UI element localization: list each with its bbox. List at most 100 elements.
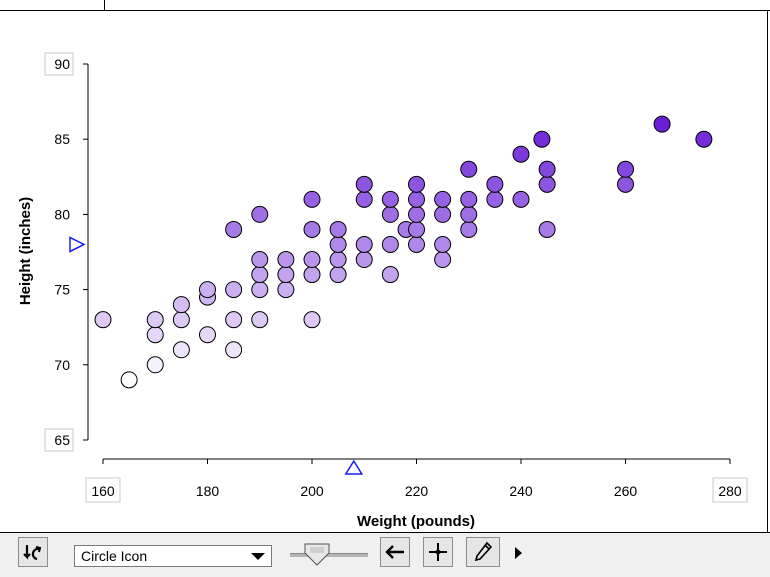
rescale-button[interactable] xyxy=(18,537,48,567)
data-point[interactable] xyxy=(172,341,190,359)
data-point[interactable] xyxy=(146,356,164,374)
data-point[interactable] xyxy=(408,175,425,193)
scatter-plot: 65 70 75 80 85 90 160 180 200 220 240 260 280 Weigh… xyxy=(17,52,748,530)
data-point[interactable] xyxy=(434,251,452,269)
pencil-icon xyxy=(474,541,493,562)
data-point[interactable] xyxy=(538,175,556,193)
data-point[interactable] xyxy=(695,130,713,148)
data-point[interactable] xyxy=(329,220,347,238)
x-axis-label: Weight (pounds) xyxy=(357,513,475,530)
data-point[interactable] xyxy=(653,115,671,133)
data-point[interactable] xyxy=(251,266,269,284)
back-button[interactable] xyxy=(380,537,410,567)
bottom-toolbar: Circle Icon xyxy=(0,533,770,577)
data-point[interactable] xyxy=(120,371,138,389)
rescale-arrows-icon xyxy=(23,545,42,561)
x-axis-ticks: 160 180 200 220 240 260 280 xyxy=(85,459,748,503)
y-tick-label[interactable]: 65 xyxy=(54,432,70,448)
data-point[interactable] xyxy=(225,341,243,359)
data-point[interactable] xyxy=(434,235,452,253)
x-slider-triangle[interactable] xyxy=(344,459,364,475)
data-point[interactable] xyxy=(94,311,112,329)
data-point[interactable] xyxy=(381,205,399,223)
data-point[interactable] xyxy=(251,251,269,269)
data-point[interactable] xyxy=(146,311,164,329)
data-point[interactable] xyxy=(355,175,373,193)
data-point[interactable] xyxy=(408,235,425,253)
right-border xyxy=(767,10,768,533)
y-range-box xyxy=(44,52,74,76)
data-point[interactable] xyxy=(277,266,295,284)
crosshair-icon xyxy=(429,543,447,561)
data-point[interactable] xyxy=(486,175,504,193)
data-point[interactable] xyxy=(329,251,347,269)
data-point[interactable] xyxy=(617,160,634,178)
data-point[interactable] xyxy=(617,175,634,193)
data-point[interactable] xyxy=(434,205,452,223)
x-range-box xyxy=(85,477,121,503)
x-tick-label: 220 xyxy=(405,483,429,499)
data-point[interactable] xyxy=(225,281,243,299)
data-point[interactable] xyxy=(303,251,321,269)
y-axis-ticks: 65 70 75 80 85 90 xyxy=(44,52,88,452)
data-point[interactable] xyxy=(533,130,551,148)
data-point[interactable] xyxy=(486,190,504,208)
data-point[interactable] xyxy=(381,266,399,284)
data-point[interactable] xyxy=(277,251,295,269)
data-point[interactable] xyxy=(172,296,190,314)
data-point[interactable] xyxy=(251,281,269,299)
data-point[interactable] xyxy=(251,205,269,223)
top-border xyxy=(0,10,770,11)
data-point[interactable] xyxy=(355,251,373,269)
data-point[interactable] xyxy=(460,205,478,223)
data-point[interactable] xyxy=(512,190,530,208)
x-tick-label: 200 xyxy=(300,483,324,499)
data-point[interactable] xyxy=(381,235,399,253)
chevron-down-icon[interactable] xyxy=(251,553,265,560)
crosshair-button[interactable] xyxy=(423,537,453,567)
y-tick-label[interactable]: 90 xyxy=(54,56,70,72)
data-point[interactable] xyxy=(355,190,373,208)
data-point[interactable] xyxy=(355,235,373,253)
y-slider-triangle[interactable] xyxy=(69,236,86,253)
data-point[interactable] xyxy=(460,190,478,208)
x-tick-label: 180 xyxy=(196,483,220,499)
back-arrow-icon xyxy=(385,545,404,559)
data-point[interactable] xyxy=(460,160,478,178)
data-point[interactable] xyxy=(381,190,399,208)
data-point[interactable] xyxy=(172,311,190,329)
data-point[interactable] xyxy=(199,281,216,299)
data-point[interactable] xyxy=(329,235,347,253)
data-point[interactable] xyxy=(303,190,321,208)
x-tick-label[interactable]: 280 xyxy=(718,483,742,499)
data-point[interactable] xyxy=(408,220,425,238)
data-point[interactable] xyxy=(225,311,243,329)
data-point[interactable] xyxy=(434,190,452,208)
data-point[interactable] xyxy=(303,266,321,284)
data-point[interactable] xyxy=(460,220,478,238)
pencil-button[interactable] xyxy=(466,537,500,567)
data-point[interactable] xyxy=(408,205,425,223)
data-point[interactable] xyxy=(225,220,243,238)
data-points xyxy=(94,115,713,389)
data-point[interactable] xyxy=(408,190,425,208)
shape-select[interactable]: Circle Icon xyxy=(74,545,272,567)
y-tick-label: 75 xyxy=(54,282,70,298)
y-tick-label: 80 xyxy=(54,206,70,222)
size-slider-thumb-icon[interactable] xyxy=(304,543,330,567)
data-point[interactable] xyxy=(538,160,556,178)
data-point[interactable] xyxy=(512,145,530,163)
y-range-box xyxy=(44,428,74,452)
y-tick-label: 70 xyxy=(54,357,70,373)
data-point[interactable] xyxy=(303,220,321,238)
x-tick-label[interactable]: 160 xyxy=(91,483,115,499)
data-point[interactable] xyxy=(303,311,321,329)
data-point[interactable] xyxy=(277,281,295,299)
data-point[interactable] xyxy=(146,326,164,344)
data-point[interactable] xyxy=(329,266,347,284)
data-point[interactable] xyxy=(251,311,269,329)
play-triangle-icon[interactable] xyxy=(515,547,522,559)
data-point[interactable] xyxy=(199,326,216,344)
data-point[interactable] xyxy=(538,220,556,238)
bottom-border xyxy=(0,532,770,533)
